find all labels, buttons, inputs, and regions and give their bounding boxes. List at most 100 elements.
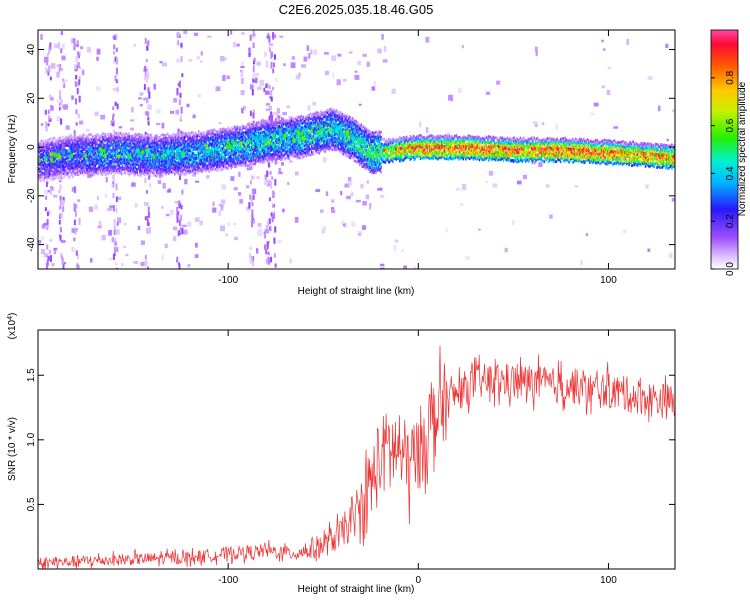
heatmap-cell	[278, 154, 280, 158]
heatmap-cell	[91, 140, 94, 144]
heatmap-cell	[76, 151, 79, 154]
heatmap-cell	[230, 135, 233, 139]
heatmap-cell	[115, 164, 117, 168]
heatmap-cell	[156, 148, 159, 151]
heatmap-cell	[119, 169, 121, 173]
heatmap-cell	[192, 160, 194, 163]
heatmap-cell	[132, 163, 135, 167]
heatmap-cell	[210, 142, 213, 146]
heatmap-cell	[58, 165, 61, 169]
heatmap-cell	[104, 143, 107, 147]
heatmap-cell	[91, 173, 94, 177]
heatmap-cell	[266, 224, 269, 229]
heatmap-cell	[52, 136, 55, 140]
heatmap-cell	[104, 157, 107, 161]
heatmap-cell	[344, 126, 348, 132]
heatmap-cell	[56, 169, 59, 173]
heatmap-cell	[45, 164, 48, 168]
heatmap-cell	[256, 153, 258, 156]
heatmap-cell	[93, 164, 96, 167]
heatmap-cell	[365, 194, 370, 200]
heatmap-cell	[205, 131, 208, 134]
heatmap-cell	[209, 155, 212, 158]
heatmap-cell	[109, 162, 111, 165]
heatmap-cell	[212, 135, 215, 139]
heatmap-cell	[228, 151, 231, 154]
heatmap-cell	[71, 247, 75, 252]
heatmap-cell	[220, 55, 225, 62]
heatmap-cell	[260, 127, 262, 131]
heatmap-cell	[246, 158, 249, 161]
heatmap-cell	[275, 127, 277, 130]
heatmap-cell	[254, 141, 256, 145]
heatmap-cell	[245, 146, 248, 150]
heatmap-cell	[286, 128, 288, 132]
heatmap-cell	[162, 148, 165, 151]
heatmap-cell	[77, 169, 79, 172]
heatmap-cell	[140, 134, 143, 138]
heatmap-cell	[171, 137, 173, 140]
heatmap-cell	[281, 143, 283, 147]
heatmap-cell	[255, 124, 257, 127]
heatmap-cell	[171, 166, 173, 170]
heatmap-cell	[112, 138, 114, 142]
heatmap-cell	[43, 146, 46, 149]
heatmap-cell	[126, 146, 128, 150]
heatmap-cell	[242, 149, 245, 152]
heatmap-cell	[286, 142, 288, 146]
heatmap-cell	[63, 144, 66, 148]
heatmap-cell	[71, 165, 73, 169]
heatmap-cell	[187, 146, 190, 150]
heatmap-cell	[207, 163, 209, 167]
heatmap-cell	[129, 140, 132, 143]
heatmap-cell	[273, 204, 276, 208]
heatmap-cell	[204, 158, 207, 162]
heatmap-cell	[82, 153, 84, 157]
heatmap-cell	[175, 146, 178, 149]
heatmap-cell	[106, 145, 108, 149]
heatmap-cell	[212, 150, 215, 154]
heatmap-cell	[112, 169, 114, 172]
heatmap-cell	[66, 156, 68, 160]
heatmap-cell	[115, 262, 118, 266]
heatmap-cell	[171, 150, 173, 154]
heatmap-cell	[201, 156, 203, 160]
heatmap-cell	[107, 166, 109, 170]
heatmap-cell	[218, 130, 221, 133]
heatmap-cell	[49, 160, 51, 164]
heatmap-cell	[247, 149, 250, 152]
heatmap-cell	[265, 258, 268, 264]
heatmap-cell	[194, 153, 197, 157]
heatmap-cell	[163, 159, 166, 162]
heatmap-cell	[253, 218, 256, 223]
heatmap-cell	[213, 166, 215, 170]
heatmap-cell	[77, 264, 80, 269]
heatmap-cell	[201, 167, 204, 170]
heatmap-cell	[173, 153, 175, 157]
heatmap-cell	[76, 166, 79, 170]
heatmap-cell	[48, 143, 50, 147]
heatmap-cell	[103, 163, 106, 167]
heatmap-cell	[145, 78, 148, 83]
heatmap-cell	[252, 136, 255, 139]
heatmap-cell	[160, 159, 162, 162]
heatmap-cell	[220, 153, 222, 157]
heatmap-cell	[188, 158, 191, 161]
heatmap-cell	[115, 144, 117, 148]
heatmap-cell	[156, 134, 158, 137]
heatmap-cell	[133, 149, 136, 153]
heatmap-cell	[138, 151, 140, 155]
heatmap-cell	[119, 136, 121, 140]
heatmap-cell	[42, 163, 44, 167]
heatmap-cell	[215, 163, 217, 167]
heatmap-cell	[75, 155, 78, 159]
heatmap-cell	[238, 137, 240, 141]
heatmap-cell	[84, 141, 86, 144]
heatmap-cell	[115, 142, 117, 145]
heatmap-cell	[170, 144, 173, 148]
heatmap-cell	[44, 109, 47, 115]
heatmap-cell	[285, 122, 287, 126]
heatmap-cell	[83, 146, 85, 150]
heatmap-cell	[289, 143, 292, 147]
heatmap-cell	[244, 157, 246, 161]
